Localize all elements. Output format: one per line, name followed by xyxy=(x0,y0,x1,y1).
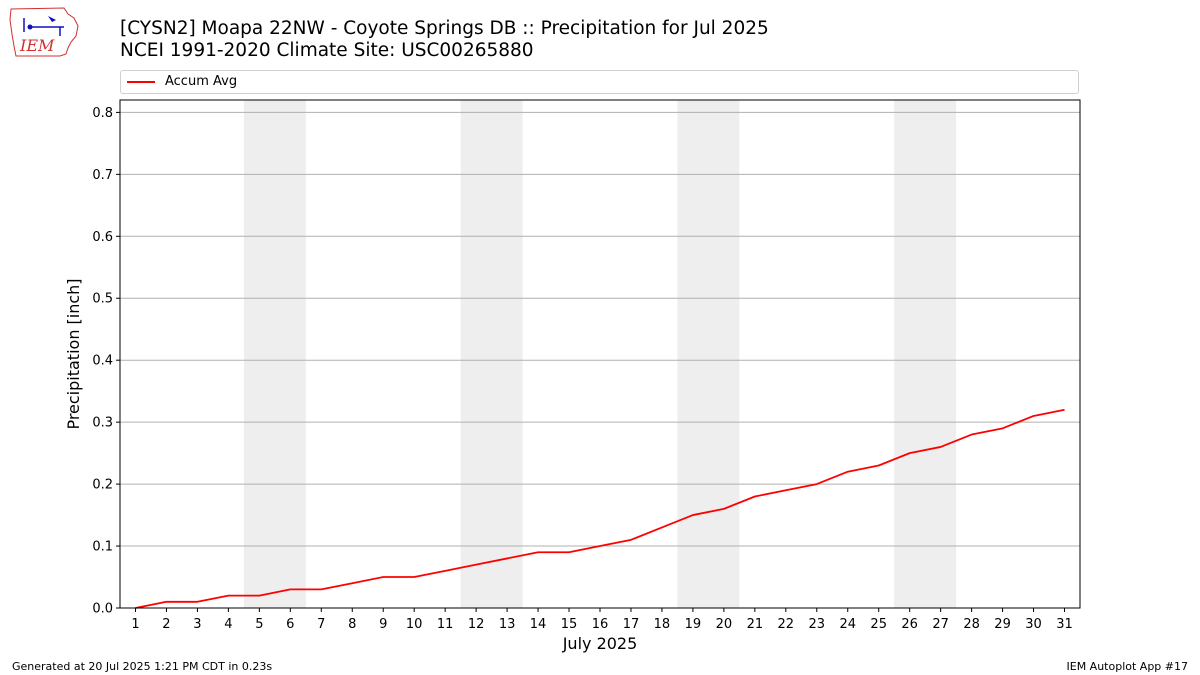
x-tick-label: 7 xyxy=(317,617,325,632)
x-axis-label: July 2025 xyxy=(562,634,638,653)
x-tick-label: 17 xyxy=(623,617,640,632)
x-tick-label: 20 xyxy=(716,617,733,632)
x-tick-label: 8 xyxy=(348,617,356,632)
x-tick-label: 24 xyxy=(839,617,856,632)
weekend-band xyxy=(243,100,306,608)
chart-subtitle: NCEI 1991-2020 Climate Site: USC00265880 xyxy=(120,40,534,61)
x-tick-label: 11 xyxy=(437,617,454,632)
series-line-accum-avg xyxy=(135,408,1065,609)
plot-frame xyxy=(119,99,1081,609)
legend-label: Accum Avg xyxy=(165,74,238,89)
x-tick-label: 14 xyxy=(530,617,547,632)
footer-generated: Generated at 20 Jul 2025 1:21 PM CDT in … xyxy=(12,660,273,673)
x-tick-label: 3 xyxy=(193,617,201,632)
y-tick-label: 0.2 xyxy=(92,478,113,493)
y-tick-label: 0.3 xyxy=(92,416,113,431)
x-tick-label: 29 xyxy=(994,617,1011,632)
x-tick-label: 15 xyxy=(561,617,578,632)
chart-title: [CYSN2] Moapa 22NW - Coyote Springs DB :… xyxy=(120,18,769,39)
x-tick-label: 22 xyxy=(778,617,795,632)
iem-logo: IEM xyxy=(9,7,79,57)
y-tick-label: 0.0 xyxy=(92,602,113,617)
x-tick-label: 26 xyxy=(901,617,918,632)
y-tick-label: 0.5 xyxy=(92,292,113,307)
weekend-band xyxy=(894,100,957,608)
x-tick-label: 27 xyxy=(932,617,949,632)
x-tick-label: 6 xyxy=(286,617,294,632)
x-tick-label: 25 xyxy=(870,617,887,632)
x-tick-label: 13 xyxy=(499,617,516,632)
x-tick-label: 9 xyxy=(379,617,387,632)
y-tick-label: 0.1 xyxy=(92,540,113,555)
logo-text: IEM xyxy=(19,36,55,55)
x-tick-label: 18 xyxy=(654,617,671,632)
y-tick-label: 0.8 xyxy=(92,106,113,121)
x-tick-label: 31 xyxy=(1056,617,1073,632)
x-tick-label: 28 xyxy=(963,617,980,632)
x-tick-label: 19 xyxy=(685,617,702,632)
x-tick-label: 10 xyxy=(406,617,423,632)
x-tick-label: 21 xyxy=(747,617,764,632)
y-tick-label: 0.4 xyxy=(92,354,113,369)
y-tick-label: 0.7 xyxy=(92,168,113,183)
y-axis-label: Precipitation [inch] xyxy=(64,278,83,429)
x-tick-label: 12 xyxy=(468,617,485,632)
x-tick-label: 5 xyxy=(255,617,263,632)
footer-app: IEM Autoplot App #17 xyxy=(1066,660,1189,673)
x-tick-label: 2 xyxy=(162,617,170,632)
y-tick-label: 0.6 xyxy=(92,230,113,245)
weekend-band xyxy=(677,100,740,608)
x-tick-label: 4 xyxy=(224,617,232,632)
legend-swatch xyxy=(127,81,155,83)
x-tick-label: 23 xyxy=(809,617,826,632)
x-tick-label: 16 xyxy=(592,617,609,632)
weekend-band xyxy=(460,100,523,608)
x-tick-label: 30 xyxy=(1025,617,1042,632)
legend: Accum Avg xyxy=(120,70,1079,94)
x-tick-label: 1 xyxy=(131,617,139,632)
